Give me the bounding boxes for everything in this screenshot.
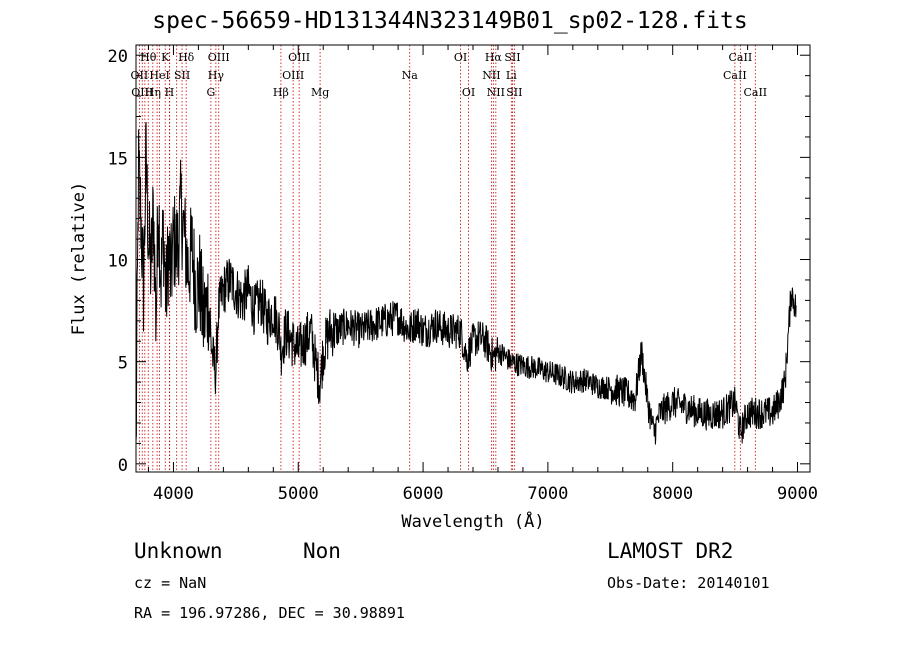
line-label: K [161,51,170,64]
x-tick-label: 7000 [527,484,568,504]
redshift-text: cz = NaN [134,574,207,592]
line-label: OI [454,51,467,64]
y-tick-label: 15 [108,149,128,169]
survey-text: LAMOST DR2 [607,539,734,563]
line-label: HeI [149,69,169,82]
x-tick-label: 5000 [278,484,319,504]
line-label: Hη [145,86,161,99]
chart-title: spec-56659-HD131344N323149B01_sp02-128.f… [152,8,748,34]
x-tick-label: 9000 [777,484,818,504]
line-label: Hθ [140,51,157,64]
y-tick-label: 5 [118,354,128,374]
line-label: Na [402,69,419,82]
spectrum-series [135,122,797,445]
line-label: SII [506,86,522,99]
line-label: SII [504,51,520,64]
line-label: OIII [288,51,310,64]
plot-axes: 4000 5000 6000 7000 8000 9000 0 5 10 15 20 Waveleng… [69,44,818,532]
line-label: CaII [743,86,767,99]
y-tick-label: 10 [108,252,128,272]
classification-text: Unknown [134,539,223,563]
line-label: OI [462,86,475,99]
line-label: OIII [131,86,153,99]
line-label: Hβ [273,86,289,99]
line-label: G [206,86,215,99]
x-tick-label: 4000 [153,484,194,504]
subclass-text: Non [303,539,341,563]
x-axis-label: Wavelength (Å) [401,510,544,532]
line-label: Hγ [208,69,225,82]
y-tick-label: 20 [108,47,128,67]
line-label: Hα [485,51,503,64]
y-axis-label: Flux (relative) [69,182,89,336]
line-label: NII [482,69,500,82]
line-label: H [165,86,175,99]
y-tick-label: 0 [118,456,128,476]
line-label: OIII [282,69,304,82]
line-label: NII [487,86,505,99]
obs-date-text: Obs-Date: 20140101 [607,574,770,592]
line-label: Mg [311,86,329,99]
coordinates-text: RA = 196.97286, DEC = 30.98891 [134,604,405,622]
line-label: OII [131,69,149,82]
line-label: Li [506,69,517,82]
line-label: SII [174,69,190,82]
x-tick-label: 6000 [403,484,444,504]
line-label: CaII [729,51,753,64]
spectrum-line [135,122,797,445]
x-tick-label: 8000 [652,484,693,504]
line-label: Hδ [178,51,195,64]
line-label: CaII [723,69,747,82]
line-label: OIII [208,51,230,64]
